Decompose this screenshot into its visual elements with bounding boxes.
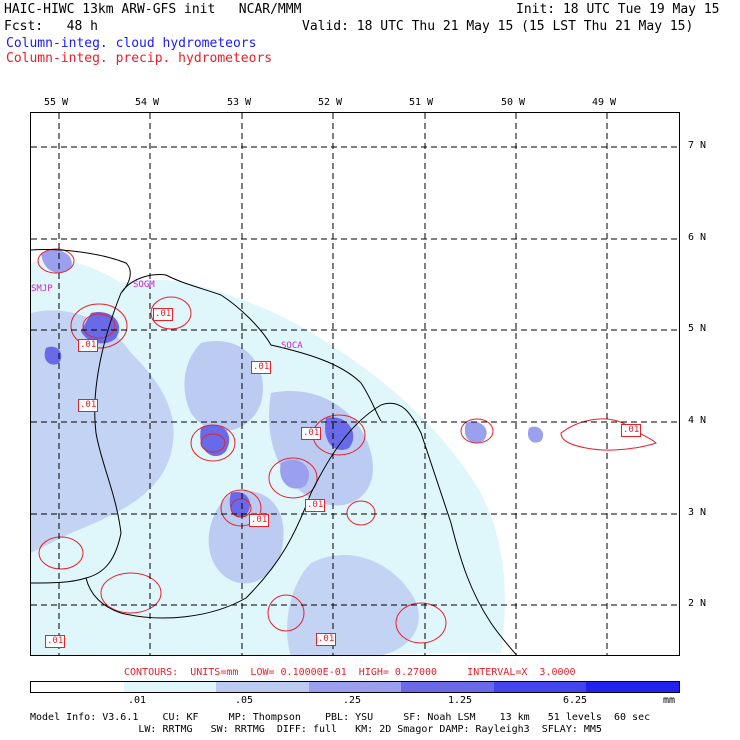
station-label: SOGM [133,280,155,290]
legend-swatch [308,682,402,692]
contour-label: .01 [251,361,272,374]
lat-label: 7 N [688,140,707,151]
color-legend [30,681,680,693]
map-plot: .01 .01 .01 .01 .01 .01 .01 .01 .01 .01 … [30,112,680,656]
lon-label: 50 W [501,97,526,108]
lon-label: 55 W [44,97,69,108]
legend-swatch [123,682,217,692]
coastline-layer [31,249,518,655]
legend-swatch [493,682,587,692]
lon-label: 49 W [592,97,617,108]
contour-info: CONTOURS: UNITS=mm LOW= 0.10000E-01 HIGH… [124,667,576,678]
model-info: Model Info: V3.6.1 CU: KF MP: Thompson P… [30,712,651,723]
forecast-hour: Fcst: 48 h [4,19,98,34]
contour-label: .01 [153,308,174,321]
lat-label: 6 N [688,232,707,243]
station-label: SMJP [31,284,53,294]
legend-tick: .05 [235,695,254,706]
contour-label: .01 [316,633,337,646]
contour-label: .01 [621,424,642,437]
station-label: SOCA [281,341,303,351]
contour-label: .01 [45,635,66,648]
model-info-physics: LW: RRTMG SW: RRTMG DIFF: full KM: 2D Sm… [30,724,602,735]
contour-label: .01 [305,499,326,512]
field-cloud-label: Column-integ. cloud hydrometeors [6,36,257,51]
lat-label: 2 N [688,598,707,609]
valid-time: Valid: 18 UTC Thu 21 May 15 (15 LST Thu … [302,19,694,34]
model-title: HAIC-HIWC 13km ARW-GFS init NCAR/MMM [4,2,302,17]
contour-label: .01 [78,399,99,412]
legend-swatch [586,682,680,692]
contour-label: .01 [301,427,322,440]
lon-label: 54 W [135,97,160,108]
legend-tick: .01 [128,695,147,706]
lat-label: 4 N [688,415,707,426]
legend-tick: 6.25 [563,695,588,706]
legend-tick: 1.25 [448,695,473,706]
legend-unit: mm [663,695,676,706]
lat-label: 5 N [688,323,707,334]
contour-label: .01 [249,514,270,527]
legend-swatch [31,682,124,692]
map-canvas [31,113,679,655]
legend-tick: .25 [343,695,362,706]
legend-swatch [401,682,494,692]
lon-label: 51 W [409,97,434,108]
lon-label: 52 W [318,97,343,108]
precip-contour-layer [37,248,657,644]
lon-label: 53 W [227,97,252,108]
contour-label: .01 [78,339,99,352]
latlon-grid [31,113,679,655]
legend-swatch [216,682,309,692]
init-time: Init: 18 UTC Tue 19 May 15 [516,2,720,17]
lat-label: 3 N [688,507,707,518]
field-precip-label: Column-integ. precip. hydrometeors [6,51,273,66]
